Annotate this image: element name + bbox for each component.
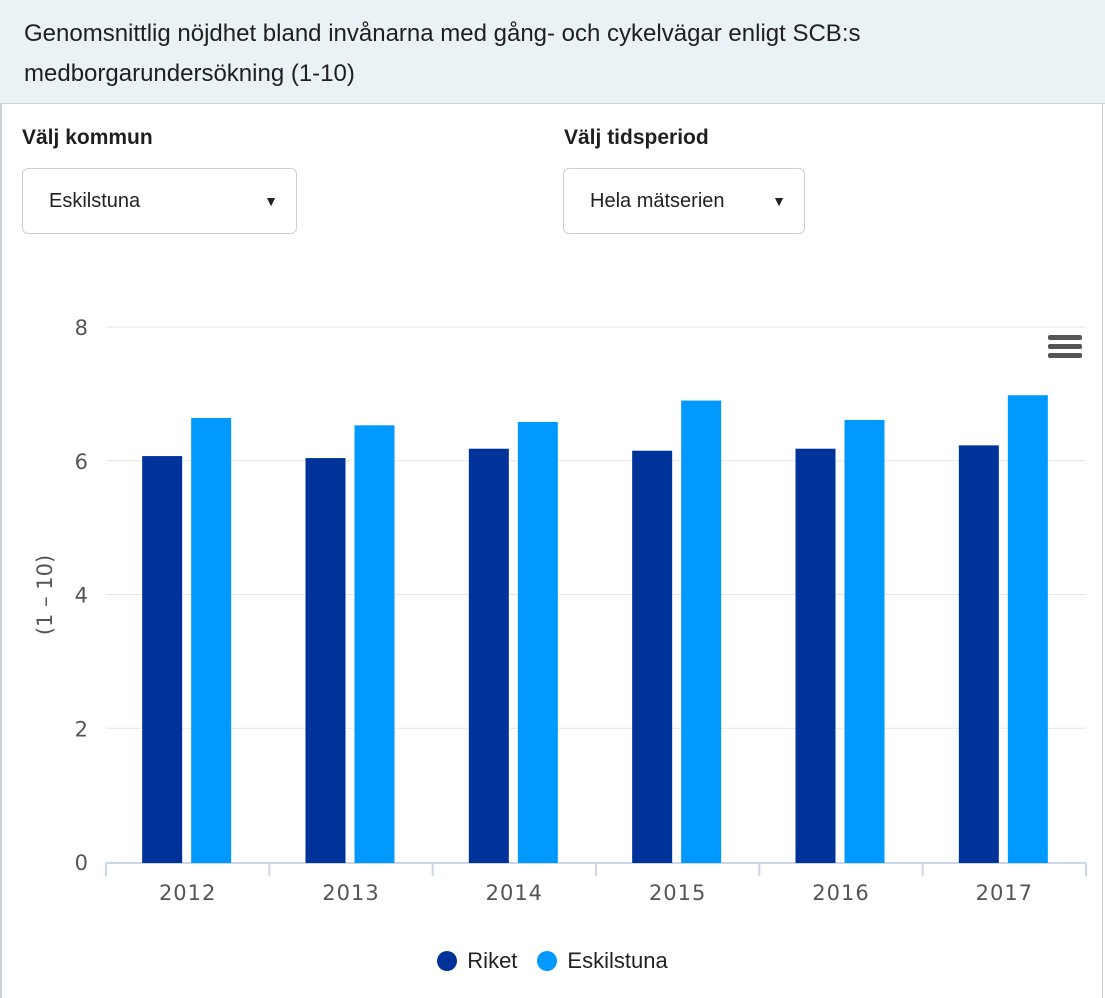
x-tick-label: 2016 xyxy=(812,881,869,905)
bar-eskilstuna-2015 xyxy=(681,400,722,863)
municipality-label: Välj kommun xyxy=(22,126,153,149)
y-tick-label: 8 xyxy=(75,316,88,340)
bar-eskilstuna-2014 xyxy=(517,421,558,863)
municipality-select[interactable]: Eskilstuna ▼ xyxy=(22,168,297,234)
x-tick-label: 2014 xyxy=(486,881,543,905)
y-axis-title: (1 – 10) xyxy=(33,555,57,635)
legend-label: Riket xyxy=(467,948,518,973)
panel-header: Genomsnittlig nöjdhet bland invånarna me… xyxy=(0,0,1105,104)
period-label: Välj tidsperiod xyxy=(564,126,709,149)
y-tick-label: 4 xyxy=(75,584,88,608)
legend-label: Eskilstuna xyxy=(567,948,668,973)
period-select[interactable]: Hela mätserien ▼ xyxy=(563,168,805,234)
y-tick-label: 0 xyxy=(75,851,88,875)
bar-chart: 0 2 4 6 8 2012 2013 2014 2015 2016 2017 (1 – 10) xyxy=(33,316,1087,905)
chart-legend: Riket Eskilstuna xyxy=(0,948,1105,977)
y-tick-label: 6 xyxy=(75,450,88,474)
bar-riket-2017 xyxy=(958,445,999,863)
bar-riket-2015 xyxy=(632,450,673,863)
legend-item-riket[interactable]: Riket xyxy=(437,948,517,974)
bar-eskilstuna-2013 xyxy=(354,425,395,863)
bar-eskilstuna-2017 xyxy=(1007,395,1048,863)
period-select-value: Hela mätserien xyxy=(590,189,725,212)
chart-title: Genomsnittlig nöjdhet bland invånarna me… xyxy=(24,20,861,87)
municipality-select-value: Eskilstuna xyxy=(49,189,141,212)
bar-eskilstuna-2012 xyxy=(191,417,232,863)
y-tick-label: 2 xyxy=(75,717,88,741)
bar-riket-2013 xyxy=(305,458,346,863)
caret-down-icon: ▼ xyxy=(772,193,786,209)
x-tick-label: 2012 xyxy=(159,881,216,905)
bar-riket-2016 xyxy=(795,448,836,863)
bar-riket-2012 xyxy=(142,456,183,863)
x-tick-label: 2013 xyxy=(322,881,379,905)
x-tick-label: 2017 xyxy=(976,881,1033,905)
bar-riket-2014 xyxy=(468,448,509,863)
legend-marker-icon xyxy=(537,951,558,971)
x-tick-label: 2015 xyxy=(649,881,706,905)
caret-down-icon: ▼ xyxy=(264,193,278,209)
legend-marker-icon xyxy=(437,951,458,971)
legend-item-eskilstuna[interactable]: Eskilstuna xyxy=(537,948,668,974)
bar-eskilstuna-2016 xyxy=(844,419,885,863)
hamburger-menu-icon[interactable] xyxy=(1048,335,1082,361)
